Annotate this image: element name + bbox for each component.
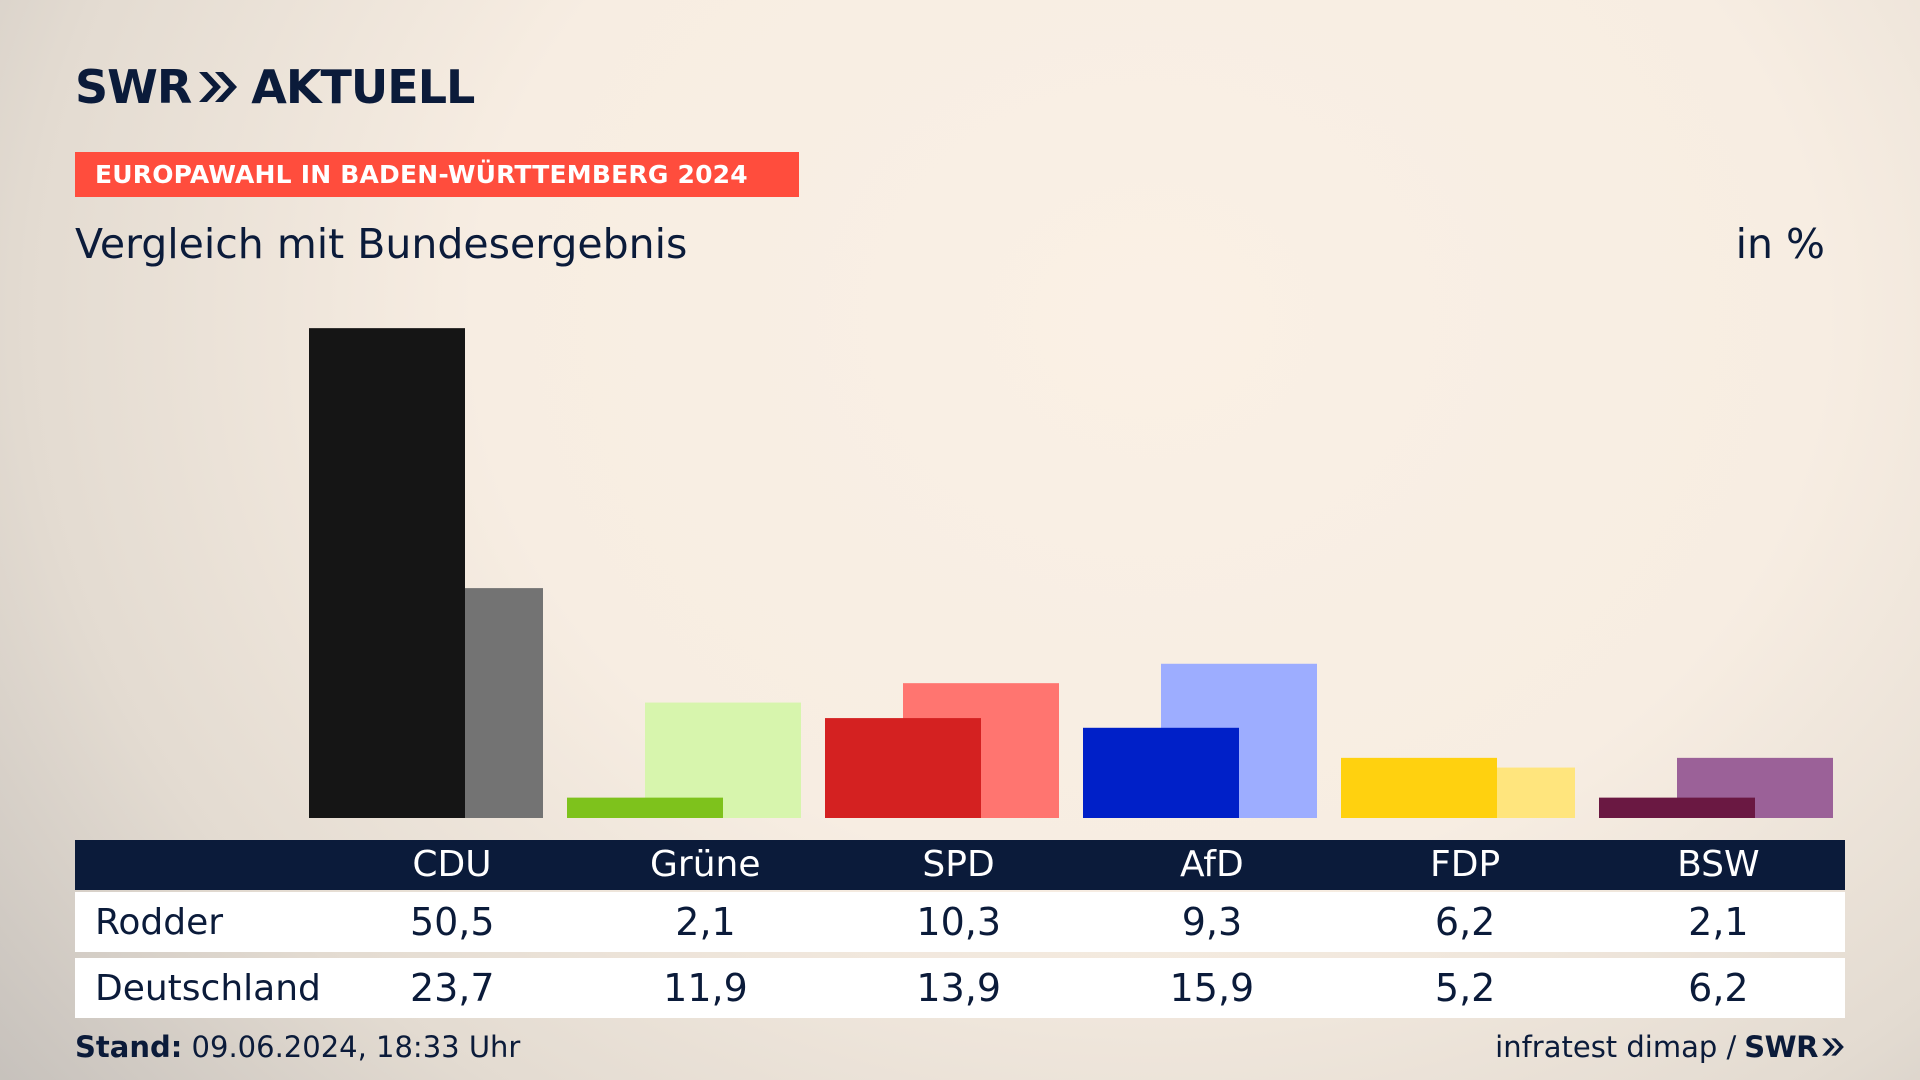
row-label-deutschland: Deutschland xyxy=(95,967,321,1009)
stand-value: 09.06.2024, 18:33 Uhr xyxy=(191,1030,521,1064)
stand-label: Stand: xyxy=(75,1030,183,1064)
table-header-row: CDU Grüne SPD AfD FDP BSW xyxy=(75,840,1845,890)
bar-rodder-cdu xyxy=(309,328,465,818)
cell-rodder-fdp: 6,2 xyxy=(1434,900,1496,944)
double-chevron-icon xyxy=(199,72,238,102)
logo-aktuell-text: AKTUELL xyxy=(251,60,475,114)
cell-rodder-cdu: 50,5 xyxy=(409,900,495,944)
source-brand: SWR xyxy=(1744,1030,1818,1064)
header-spd: SPD xyxy=(922,844,995,885)
logo-swr-text: SWR xyxy=(75,60,192,114)
header-cdu: CDU xyxy=(412,844,492,885)
cell-de-afd: 15,9 xyxy=(1169,966,1255,1010)
header-afd: AfD xyxy=(1179,844,1244,885)
bar-rodder-bsw xyxy=(1599,797,1755,818)
unit-label: in % xyxy=(1735,220,1825,268)
cell-de-cdu: 23,7 xyxy=(409,966,495,1010)
bar-chart xyxy=(309,328,1833,818)
cell-de-bsw: 6,2 xyxy=(1688,966,1749,1010)
cell-de-spd: 13,9 xyxy=(916,966,1001,1010)
chart-subtitle: Vergleich mit Bundesergebnis xyxy=(75,220,688,268)
results-table: CDU Grüne SPD AfD FDP BSW Rodder 50,5 2,… xyxy=(75,840,1845,1018)
header-gruene: Grüne xyxy=(650,844,761,885)
source-text: infratest dimap / xyxy=(1495,1030,1737,1064)
bar-rodder-gruene xyxy=(567,797,723,818)
double-chevron-icon xyxy=(1822,1038,1844,1056)
header-bsw: BSW xyxy=(1677,844,1760,885)
bar-rodder-spd xyxy=(825,718,981,818)
cell-rodder-gruene: 2,1 xyxy=(675,900,736,944)
table-header-corner xyxy=(75,840,325,890)
table-row-rodder: Rodder 50,5 2,1 10,3 9,3 6,2 2,1 xyxy=(75,892,1845,952)
bar-rodder-afd xyxy=(1083,727,1239,818)
timestamp: Stand: 09.06.2024, 18:33 Uhr xyxy=(75,1030,520,1064)
header-fdp: FDP xyxy=(1430,844,1501,885)
cell-rodder-bsw: 2,1 xyxy=(1688,900,1749,944)
cell-rodder-spd: 10,3 xyxy=(916,900,1001,944)
cell-de-fdp: 5,2 xyxy=(1434,966,1496,1010)
cell-de-gruene: 11,9 xyxy=(663,966,748,1010)
table-row-deutschland: Deutschland 23,7 11,9 13,9 15,9 5,2 6,2 xyxy=(75,958,1845,1018)
source-credit: infratest dimap / SWR xyxy=(1495,1030,1845,1064)
bar-rodder-fdp xyxy=(1341,757,1497,818)
row-label-rodder: Rodder xyxy=(95,901,224,943)
cell-rodder-afd: 9,3 xyxy=(1181,900,1243,944)
election-banner: EUROPAWAHL IN BADEN-WÜRTTEMBERG 2024 xyxy=(75,152,799,197)
swr-aktuell-logo: SWR AKTUELL xyxy=(75,60,475,114)
